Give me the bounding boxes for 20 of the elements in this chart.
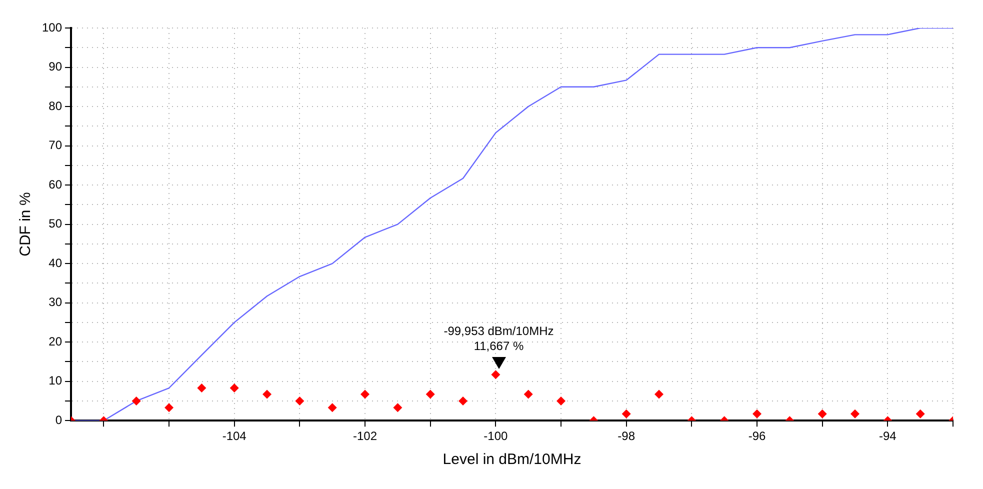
y-tick-label: 40 [48, 256, 62, 270]
y-tick-label: 100 [42, 20, 62, 34]
y-tick-label: 30 [48, 295, 62, 310]
x-tick-label: -98 [618, 429, 636, 444]
y-tick-label: 0 [55, 412, 62, 427]
y-tick-label: 80 [48, 98, 62, 113]
x-tick-label: -96 [748, 429, 766, 444]
x-axis-title: Level in dBm/10MHz [442, 451, 582, 468]
y-tick-label: 10 [48, 374, 62, 388]
y-tick-label: 60 [48, 177, 62, 192]
y-tick-label: 50 [48, 216, 62, 231]
x-tick-label: -94 [878, 429, 897, 444]
x-tick-label: -102 [353, 429, 378, 444]
y-axis-title: CDF in % [17, 192, 34, 256]
y-tick-label: 20 [48, 334, 62, 348]
y-tick-label: 90 [48, 60, 62, 74]
x-tick-label: -104 [222, 429, 247, 444]
annotation: -99,953 dBm/10MHz 11,667 % [444, 324, 554, 354]
x-tick-label: -100 [484, 429, 508, 444]
y-tick-label: 70 [48, 138, 62, 152]
